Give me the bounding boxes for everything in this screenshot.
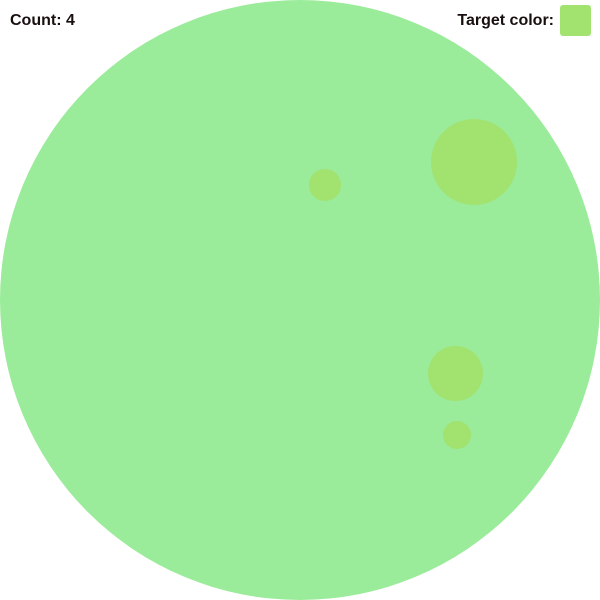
target-color-label: Target color: [457, 11, 554, 29]
target-color-swatch [560, 5, 591, 36]
odd-color-dot[interactable] [443, 421, 471, 449]
count-label: Count: 4 [10, 12, 75, 29]
odd-color-dot[interactable] [431, 119, 517, 205]
odd-color-dot[interactable] [428, 346, 483, 401]
odd-color-dot[interactable] [309, 169, 341, 201]
target-color-indicator: Target color: [457, 5, 591, 36]
